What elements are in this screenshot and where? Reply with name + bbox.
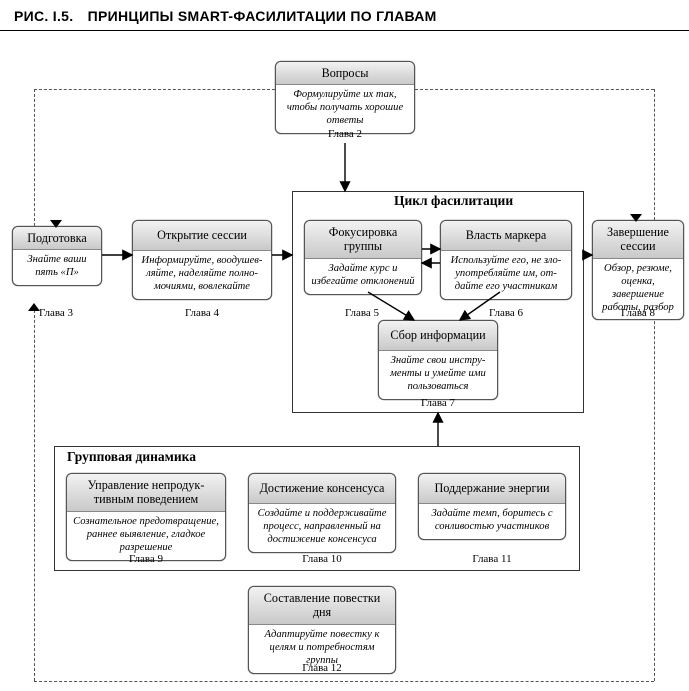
dashed-frame-top-right [415,89,654,90]
figure-title: РИС. I.5. ПРИНЦИПЫ SMART-ФАСИЛИТАЦИИ ПО … [0,0,689,30]
node-marker-power: Власть маркера Используйте его, не зло­у… [440,220,572,300]
dashed-frame-left-upper [34,89,35,226]
node-energy-title: Поддержание энергии [419,474,565,504]
node-opening: Открытие сессии Информируйте, воодушев­л… [132,220,272,300]
node-energy: Поддержание энергии Задайте темп, борите… [418,473,566,540]
chapter-energy: Глава 11 [452,553,532,565]
chapter-opening: Глава 4 [162,307,242,319]
dashed-frame-bottom [34,681,654,682]
chapter-questions: Глава 2 [305,128,385,140]
node-closing-title: Завершение сессии [593,221,683,259]
dashed-frame-right-upper [654,89,655,220]
figure-label: РИС. I.5. [14,8,73,24]
node-questions: Вопросы Формулируйте их так, чтобы получ… [275,61,415,134]
node-focusing-title: Фокусировка группы [305,221,421,259]
node-closing: Завершение сессии Обзор, резюме, оценка,… [592,220,684,320]
node-behavior: Управление непродук­тивным поведением Со… [66,473,226,561]
node-consensus-title: Достижение консенсуса [249,474,395,504]
node-agenda-title: Составление повестки дня [249,587,395,625]
node-marker-power-body: Используйте его, не зло­употребляйте им,… [441,251,571,299]
node-info-gathering-body: Знайте свои инстру­менты и умейте ими по… [379,351,497,399]
group-title-facilitation-cycle: Цикл фасилитации [394,193,513,209]
node-preparation-title: Подготовка [13,227,101,250]
node-energy-body: Задайте темп, боритесь с сонливостью уча… [419,504,565,539]
chapter-marker-power: Глава 6 [466,307,546,319]
dashed-frame-left-lower [34,305,35,681]
node-preparation: Подготовка Знайте ваши пять «П» [12,226,102,286]
group-title-group-dynamics: Групповая динамика [64,449,199,465]
chapter-behavior: Глава 9 [106,553,186,565]
node-consensus: Достижение консенсуса Создайте и поддерж… [248,473,396,553]
node-opening-title: Открытие сессии [133,221,271,251]
chapter-preparation: Глава 3 [16,307,96,319]
node-marker-power-title: Власть маркера [441,221,571,251]
chapter-agenda: Глава 12 [282,662,362,674]
node-opening-body: Информируйте, воодушев­ляйте, наделяйте … [133,251,271,299]
node-questions-body: Формулируйте их так, чтобы получать хоро… [276,85,414,133]
node-focusing-body: Задайте курс и избегайте отклонений [305,259,421,294]
node-behavior-title: Управление непродук­тивным поведением [67,474,225,512]
node-focusing: Фокусировка группы Задайте курс и избега… [304,220,422,295]
node-info-gathering-title: Сбор информации [379,321,497,351]
node-consensus-body: Создайте и поддерживайте процесс, направ… [249,504,395,552]
chapter-consensus: Глава 10 [282,553,362,565]
node-preparation-body: Знайте ваши пять «П» [13,250,101,285]
node-questions-title: Вопросы [276,62,414,85]
diagram-canvas: Цикл фасилитации Групповая динамика Вопр… [0,31,689,691]
chapter-focusing: Глава 5 [322,307,402,319]
dashed-frame-top-left [34,89,275,90]
node-info-gathering: Сбор информации Знайте свои инстру­менты… [378,320,498,400]
figure-title-text: ПРИНЦИПЫ SMART-ФАСИЛИТАЦИИ ПО ГЛАВАМ [88,8,437,24]
node-agenda: Составление повестки дня Адаптируйте пов… [248,586,396,674]
chapter-info-gathering: Глава 7 [398,397,478,409]
dashed-frame-right-lower [654,296,655,681]
chapter-closing: Глава 8 [598,307,678,319]
